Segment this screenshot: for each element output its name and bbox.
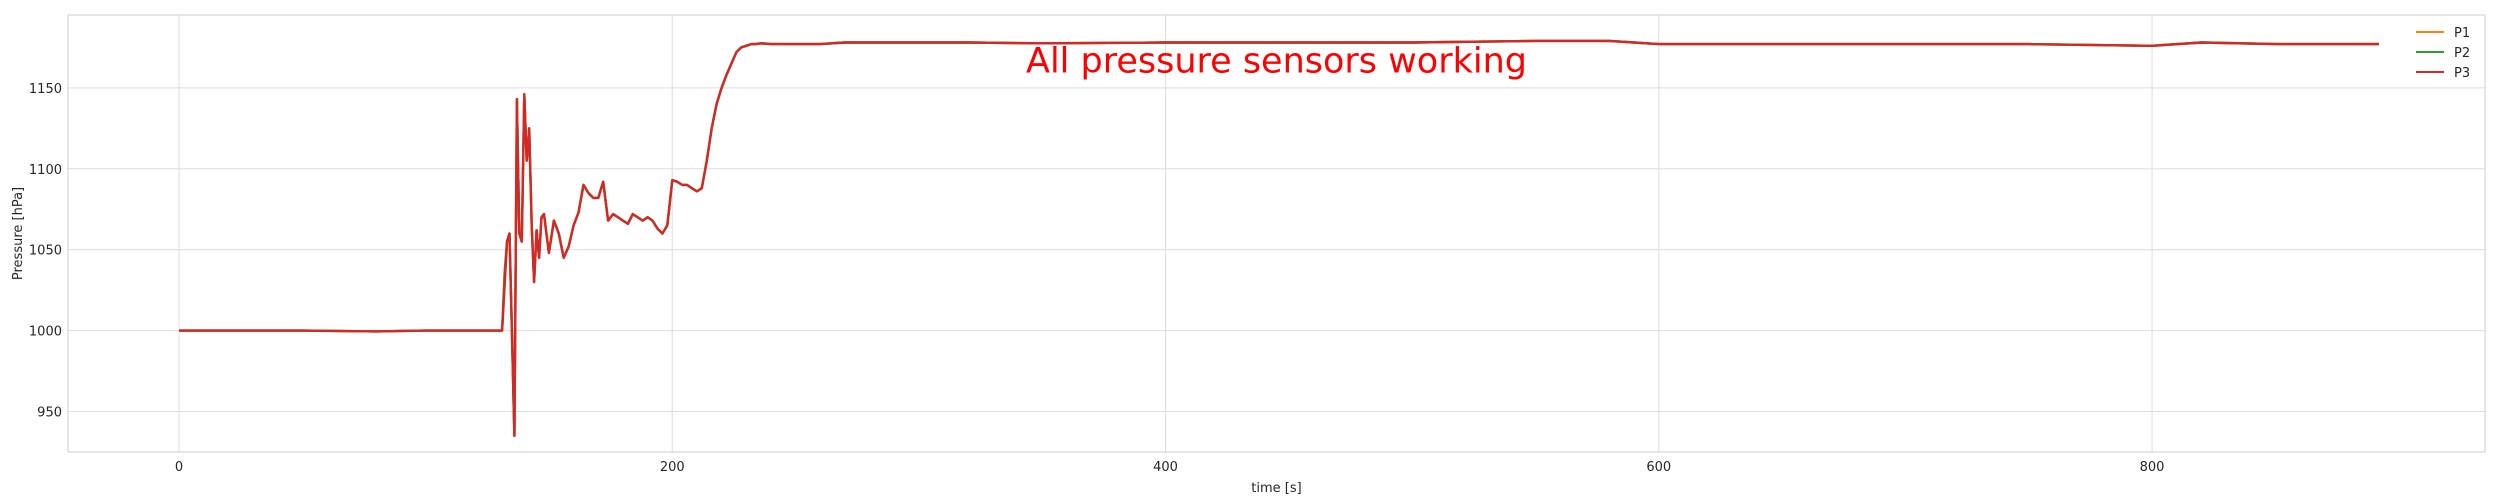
chart-annotation: All pressure sensors working [1026, 41, 1527, 81]
legend-label-p3: P3 [2454, 66, 2470, 81]
x-tick-labels: 0 200 400 600 800 [175, 460, 2165, 475]
legend: P1 P2 P3 [2416, 26, 2470, 81]
series-line-p3 [179, 39, 2379, 437]
series-lines [179, 39, 2379, 437]
legend-label-p1: P1 [2454, 26, 2470, 41]
x-tick-label: 400 [1153, 460, 1178, 475]
y-axis-label: Pressure [hPa] [11, 187, 26, 280]
x-tick-label: 800 [2140, 460, 2165, 475]
x-tick-label: 200 [660, 460, 685, 475]
y-tick-label: 1000 [29, 325, 62, 340]
x-tick-label: 0 [175, 460, 183, 475]
legend-label-p2: P2 [2454, 46, 2470, 61]
x-axis-label: time [s] [1251, 481, 1301, 496]
y-tick-label: 1050 [29, 244, 62, 259]
plot-frame [67, 14, 2486, 453]
y-tick-label: 1150 [29, 82, 62, 97]
y-tick-label: 1100 [29, 163, 62, 178]
x-tick-label: 600 [1646, 460, 1671, 475]
y-tick-labels: 950 1000 1050 1100 1150 [29, 82, 62, 421]
y-tick-label: 950 [37, 406, 62, 421]
grid-lines [68, 15, 2485, 452]
